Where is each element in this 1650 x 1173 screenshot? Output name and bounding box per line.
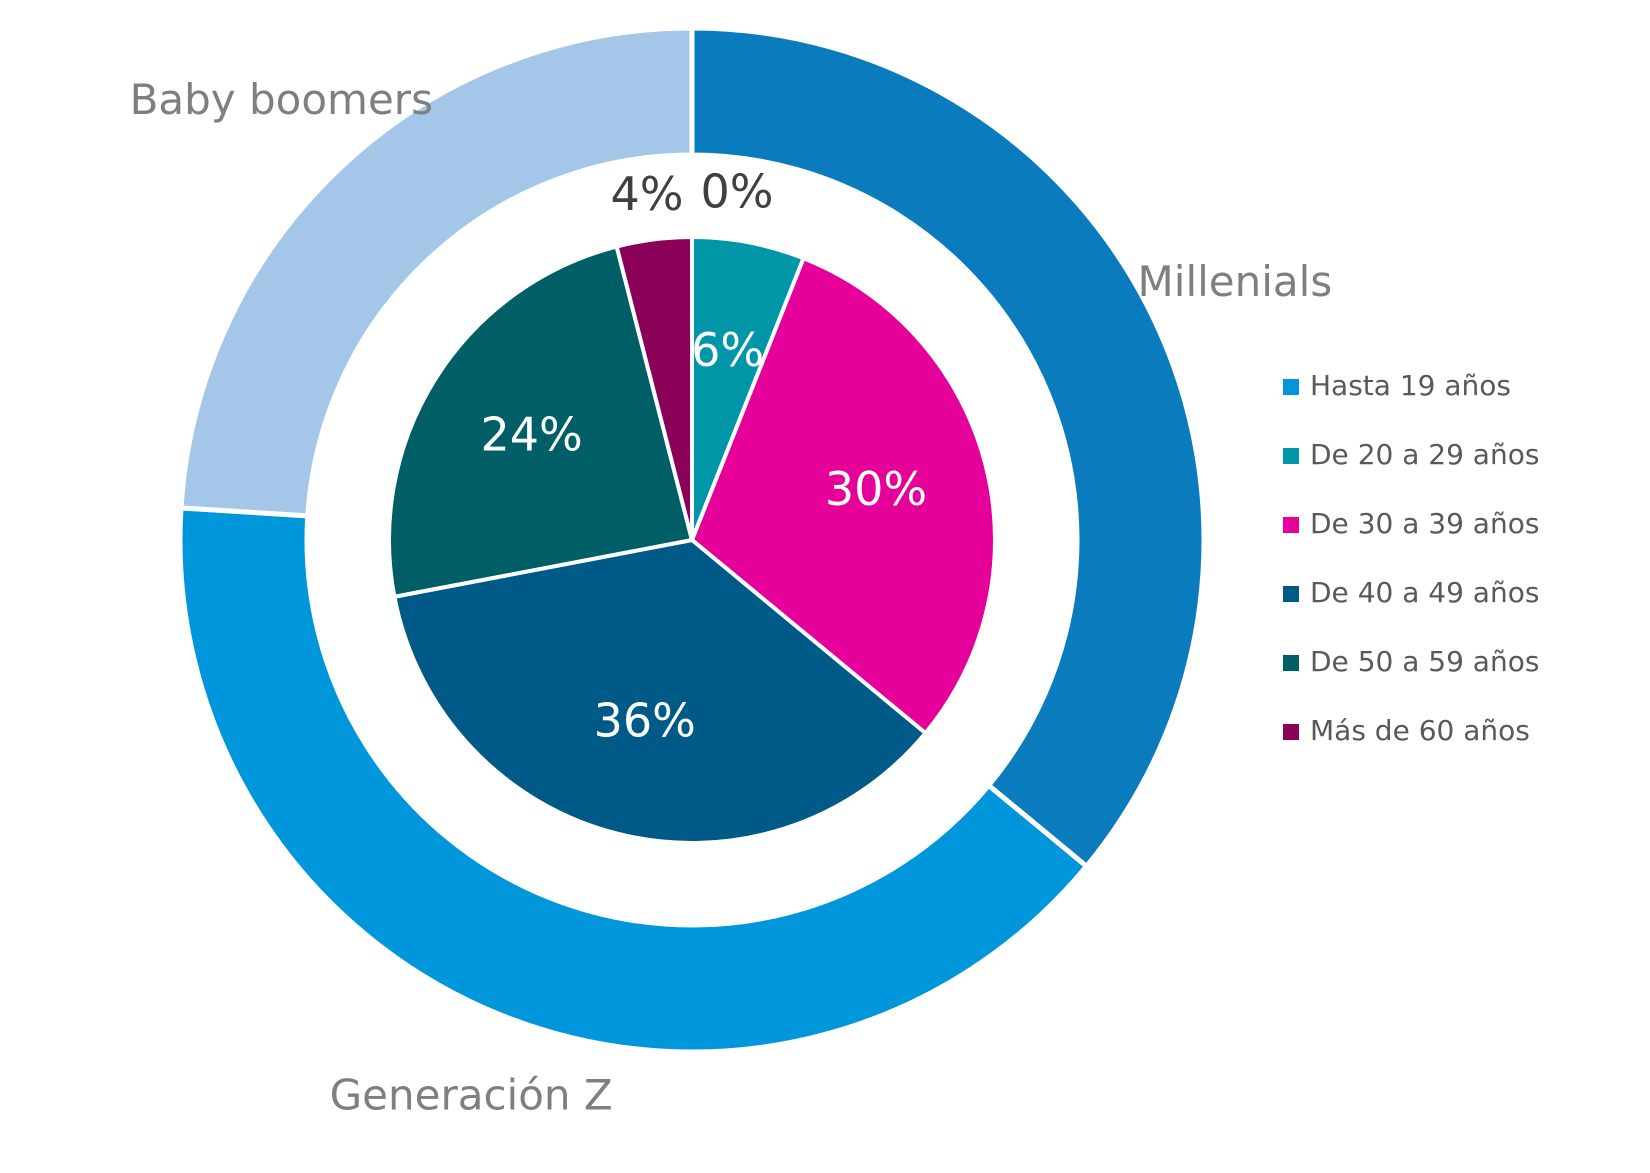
legend-swatch [1283,517,1299,533]
donut-segment [177,505,1091,1055]
segment-label: Baby boomers [130,75,433,124]
donut-segment [689,25,1207,870]
legend-label: De 30 a 39 años [1310,507,1539,540]
legend-swatch [1283,724,1299,740]
legend-label: De 20 a 29 años [1310,438,1539,471]
data-label: 0% [701,165,774,219]
data-label: 6% [691,323,764,377]
segment-label: Millenials [1138,257,1333,306]
pie-slice [392,537,929,845]
data-label: 24% [480,408,582,462]
pie-slice [614,234,694,541]
pie-slice [387,244,695,600]
legend-label: De 50 a 59 años [1310,645,1539,678]
data-label: 36% [594,694,696,748]
legend-swatch [1283,379,1299,395]
legend-label: Más de 60 años [1310,714,1530,747]
legend-swatch [1283,655,1299,671]
data-label: 4% [611,167,684,221]
segment-label: Generación Z [330,1070,613,1119]
legend-label: Hasta 19 años [1310,369,1511,402]
legend-label: De 40 a 49 años [1310,576,1539,609]
donut-segment [178,25,695,519]
data-label: 30% [825,462,927,516]
legend-swatch [1283,448,1299,464]
pie-slice [689,255,997,736]
legend-swatch [1283,586,1299,602]
